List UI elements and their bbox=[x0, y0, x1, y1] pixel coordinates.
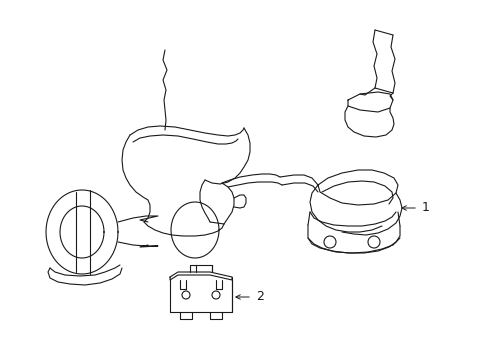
Text: 2: 2 bbox=[256, 291, 264, 303]
Text: 1: 1 bbox=[421, 202, 429, 215]
